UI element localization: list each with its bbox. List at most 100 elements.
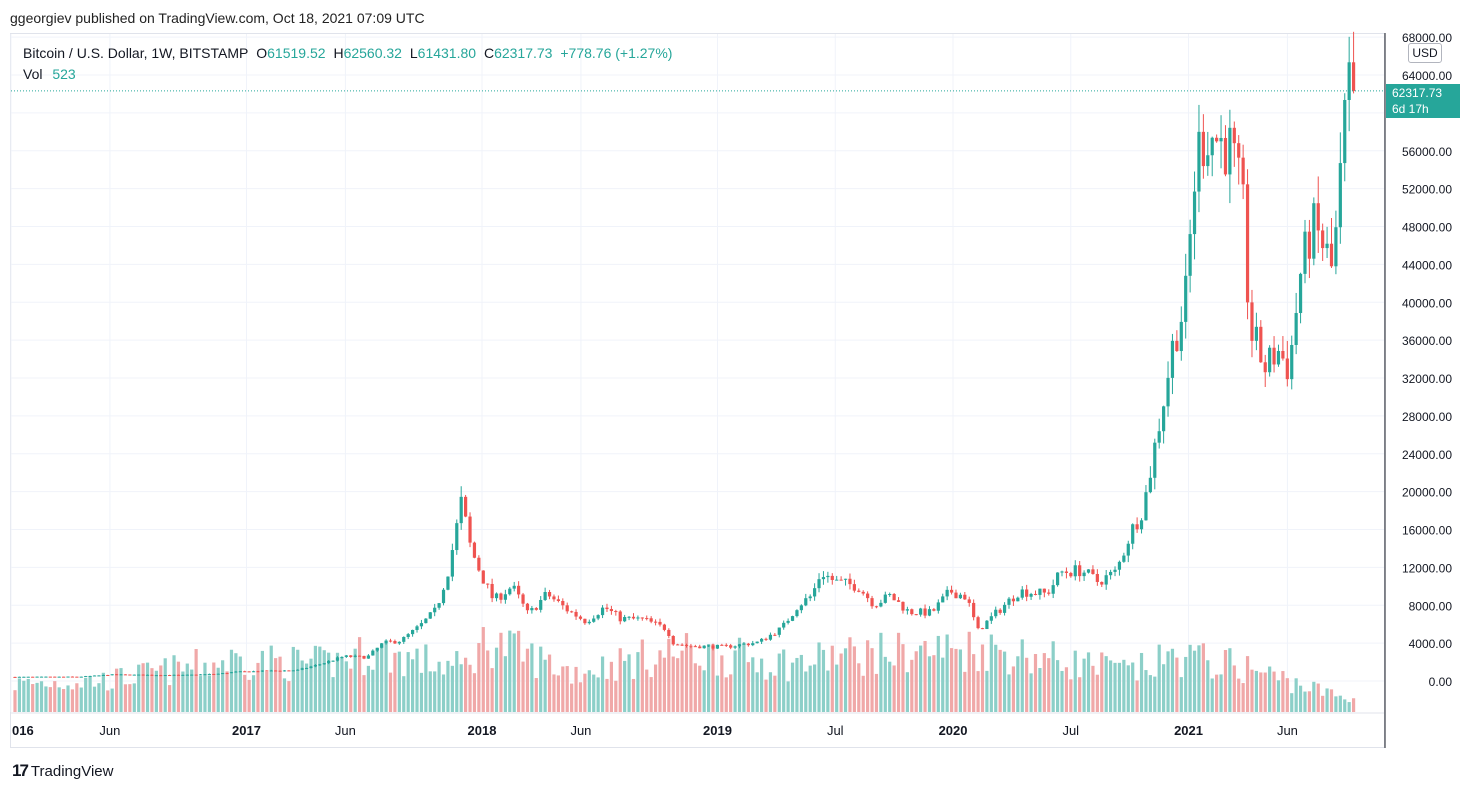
candle-body [711,645,715,649]
volume-bar [39,681,44,712]
candle-body [932,609,936,611]
volume-bar [101,672,105,712]
volume-bar [1290,693,1294,712]
candle-body [698,646,702,649]
volume-bar [163,658,167,712]
candle-body [282,670,287,672]
volume-bar [994,644,998,712]
volume-bar [176,661,181,712]
volume-bar [874,673,879,712]
candle-body [207,673,211,675]
volume-bar [150,668,154,712]
volume-bar [1245,656,1250,712]
volume-bar [605,678,609,712]
candle-body [954,592,958,599]
currency-button[interactable]: USD [1408,43,1442,63]
volume-value: 523 [52,66,76,82]
volume-bar [300,660,304,712]
volume-bar [724,677,728,712]
volume-bar [1334,696,1338,712]
volume-bar [88,676,92,712]
volume-bar [265,671,269,712]
volume-bar [433,671,437,712]
volume-bar [905,672,909,712]
volume-bar [1210,678,1214,712]
candle-body [521,594,525,604]
candle-body [839,579,843,581]
candle-body [693,646,697,648]
volume-bar [1237,678,1241,712]
volume-bar [22,680,26,712]
volume-bar [764,679,768,712]
candle-body [1321,230,1325,249]
x-tick-label: Jun [99,723,120,738]
volume-bar [1325,688,1329,712]
candle-body [150,674,154,676]
x-tick-label: Jul [827,723,844,738]
candle-body [963,594,967,600]
volume-bar [26,679,30,712]
volume-bar [972,654,976,712]
candle-body [1250,302,1254,341]
y-tick-label: 40000.00 [1402,296,1452,310]
candle-body [1109,571,1113,576]
candle-body [1188,234,1192,276]
candle-body [671,636,675,645]
candle-body [433,607,437,613]
candle-body [393,641,397,644]
candle-body [539,599,543,610]
volume-bar [137,664,141,712]
volume-bar [751,657,755,712]
volume-bar [848,637,852,712]
volume-bar [1020,639,1024,712]
y-tick-label: 64000.00 [1402,69,1452,83]
volume-bar [84,677,88,712]
x-tick-label: 2019 [703,723,732,738]
volume-bar [503,656,507,712]
candle-body [1215,137,1219,142]
candle-body [1179,321,1183,352]
volume-bar [168,685,172,712]
candle-body [1316,203,1320,231]
volume-bar [556,675,560,712]
volume-bar [662,657,667,712]
volume-bar [830,645,834,712]
candle-body [1237,143,1241,158]
volume-bar [760,658,764,712]
volume-bar [1095,674,1099,712]
volume-bar [813,664,817,712]
volume-bar [592,674,596,712]
candle-body [481,570,485,584]
candle-body [1276,350,1281,365]
legend-close-label: C [483,45,495,61]
candle-body [185,674,189,676]
candle-body [1263,362,1267,373]
candle-body [1055,572,1060,586]
candle-body [799,605,803,611]
candle-body [1126,543,1130,556]
candle-body [905,609,909,611]
volume-bar [61,689,66,712]
candle-body [1135,524,1139,530]
volume-bar [1055,660,1060,712]
candle-body [384,640,388,644]
candle-body [729,645,733,648]
candle-body [402,636,406,642]
candle-body [238,671,242,673]
candle-body [39,676,44,678]
candle-body [994,609,998,617]
volume-bar [1002,651,1007,712]
candle-body [327,660,331,664]
candle-body [627,616,631,618]
candle-body [631,616,636,619]
candle-body [97,675,101,677]
volume-bar [711,644,715,712]
volume-bar [486,650,490,712]
tradingview-logo[interactable]: 17 TradingView [12,761,113,781]
volume-bar [380,644,384,712]
candle-body [724,644,728,646]
candle-body [649,618,653,622]
volume-bar [843,648,848,712]
volume-bar [1184,656,1188,712]
